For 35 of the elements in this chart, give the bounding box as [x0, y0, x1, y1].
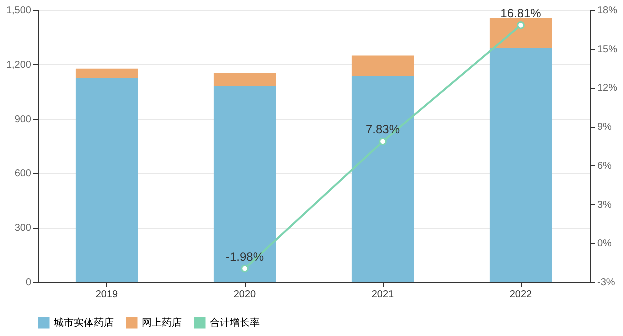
bar — [352, 76, 414, 282]
y2-tick-label: 9% — [598, 122, 612, 134]
y-tick-label: 0 — [26, 278, 32, 288]
data-label: 7.83% — [366, 122, 400, 137]
y2-tick-label: 15% — [598, 44, 618, 56]
y-tick-label: 1,500 — [6, 6, 32, 16]
bar — [214, 86, 276, 282]
bar — [352, 56, 414, 77]
y-tick-label: 900 — [14, 114, 32, 126]
y2-tick-label: 18% — [598, 6, 618, 16]
x-tick-label: 2020 — [234, 290, 257, 300]
point — [517, 22, 525, 30]
y2-tick-label: -3% — [598, 278, 616, 288]
bar — [214, 73, 276, 86]
y2-tick-label: 3% — [598, 200, 612, 211]
data-label: 16.81% — [500, 6, 542, 20]
legend-label: 城市实体药店 — [53, 317, 114, 329]
bar — [490, 48, 552, 282]
y-tick-label: 300 — [14, 223, 32, 234]
x-tick-label: 2019 — [96, 290, 119, 300]
y2-tick-label: 0% — [598, 238, 612, 250]
x-tick-label: 2021 — [372, 290, 395, 300]
point — [241, 264, 249, 273]
point — [379, 138, 387, 146]
bar — [76, 68, 138, 78]
bar — [490, 18, 552, 48]
y-tick-label: 600 — [14, 168, 32, 180]
legend-label: 网上药店 — [142, 317, 182, 329]
bar — [76, 78, 138, 282]
y-tick-label: 1,200 — [6, 60, 32, 71]
y2-tick-label: 6% — [598, 160, 612, 172]
y2-tick-label: 12% — [598, 83, 618, 94]
data-label: -1.98% — [226, 250, 264, 264]
x-tick-label: 2022 — [510, 290, 533, 300]
legend-label: 合计增长率 — [210, 317, 260, 329]
